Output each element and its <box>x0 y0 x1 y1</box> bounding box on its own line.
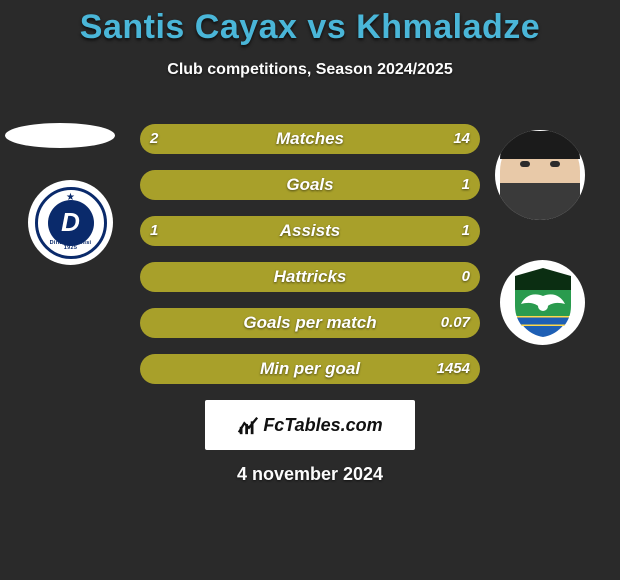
player-left-avatar <box>5 123 115 148</box>
stat-value-right: 0.07 <box>431 308 480 338</box>
face-placeholder <box>500 131 580 220</box>
dinamo-text: Dinamo Tbilisi 1925 <box>38 241 104 252</box>
watermark-text: FcTables.com <box>263 415 382 436</box>
stat-row: Goals per match0.07 <box>140 308 480 338</box>
team-right-badge <box>500 260 585 345</box>
player-right-avatar <box>495 130 585 220</box>
chart-icon <box>237 414 259 436</box>
stat-bars: Matches214Goals1Assists11Hattricks0Goals… <box>140 124 480 400</box>
stat-label: Goals per match <box>140 308 480 338</box>
stat-row: Assists1 1 <box>140 216 480 246</box>
stat-label: Matches <box>140 124 480 154</box>
dinamo-year: 1925 <box>64 245 77 251</box>
stat-value-right: 0 <box>452 262 480 292</box>
stat-row: Hattricks0 <box>140 262 480 292</box>
stat-row: Matches2 14 <box>140 124 480 154</box>
stat-label: Goals <box>140 170 480 200</box>
stat-row: Min per goal1454 <box>140 354 480 384</box>
stat-label: Assists <box>140 216 480 246</box>
date: 4 november 2024 <box>0 464 620 485</box>
subtitle: Club competitions, Season 2024/2025 <box>0 61 620 79</box>
team-left-badge: ★ D Dinamo Tbilisi 1925 <box>28 180 113 265</box>
stat-value-left: 2 <box>140 124 168 154</box>
shield-badge <box>511 266 575 340</box>
stat-value-right: 1 <box>452 170 480 200</box>
star-icon: ★ <box>66 192 75 203</box>
shield-icon <box>511 266 575 340</box>
stat-value-right: 14 <box>443 124 480 154</box>
stat-value-right: 1454 <box>427 354 480 384</box>
page-title: Santis Cayax vs Khmaladze <box>0 0 620 47</box>
footer: FcTables.com 4 november 2024 <box>0 392 620 485</box>
stat-value-left: 1 <box>140 216 168 246</box>
hair-placeholder <box>500 131 580 159</box>
stat-label: Hattricks <box>140 262 480 292</box>
stat-value-right: 1 <box>452 216 480 246</box>
stat-row: Goals1 <box>140 170 480 200</box>
watermark: FcTables.com <box>205 400 415 450</box>
dinamo-badge: ★ D Dinamo Tbilisi 1925 <box>35 187 107 259</box>
